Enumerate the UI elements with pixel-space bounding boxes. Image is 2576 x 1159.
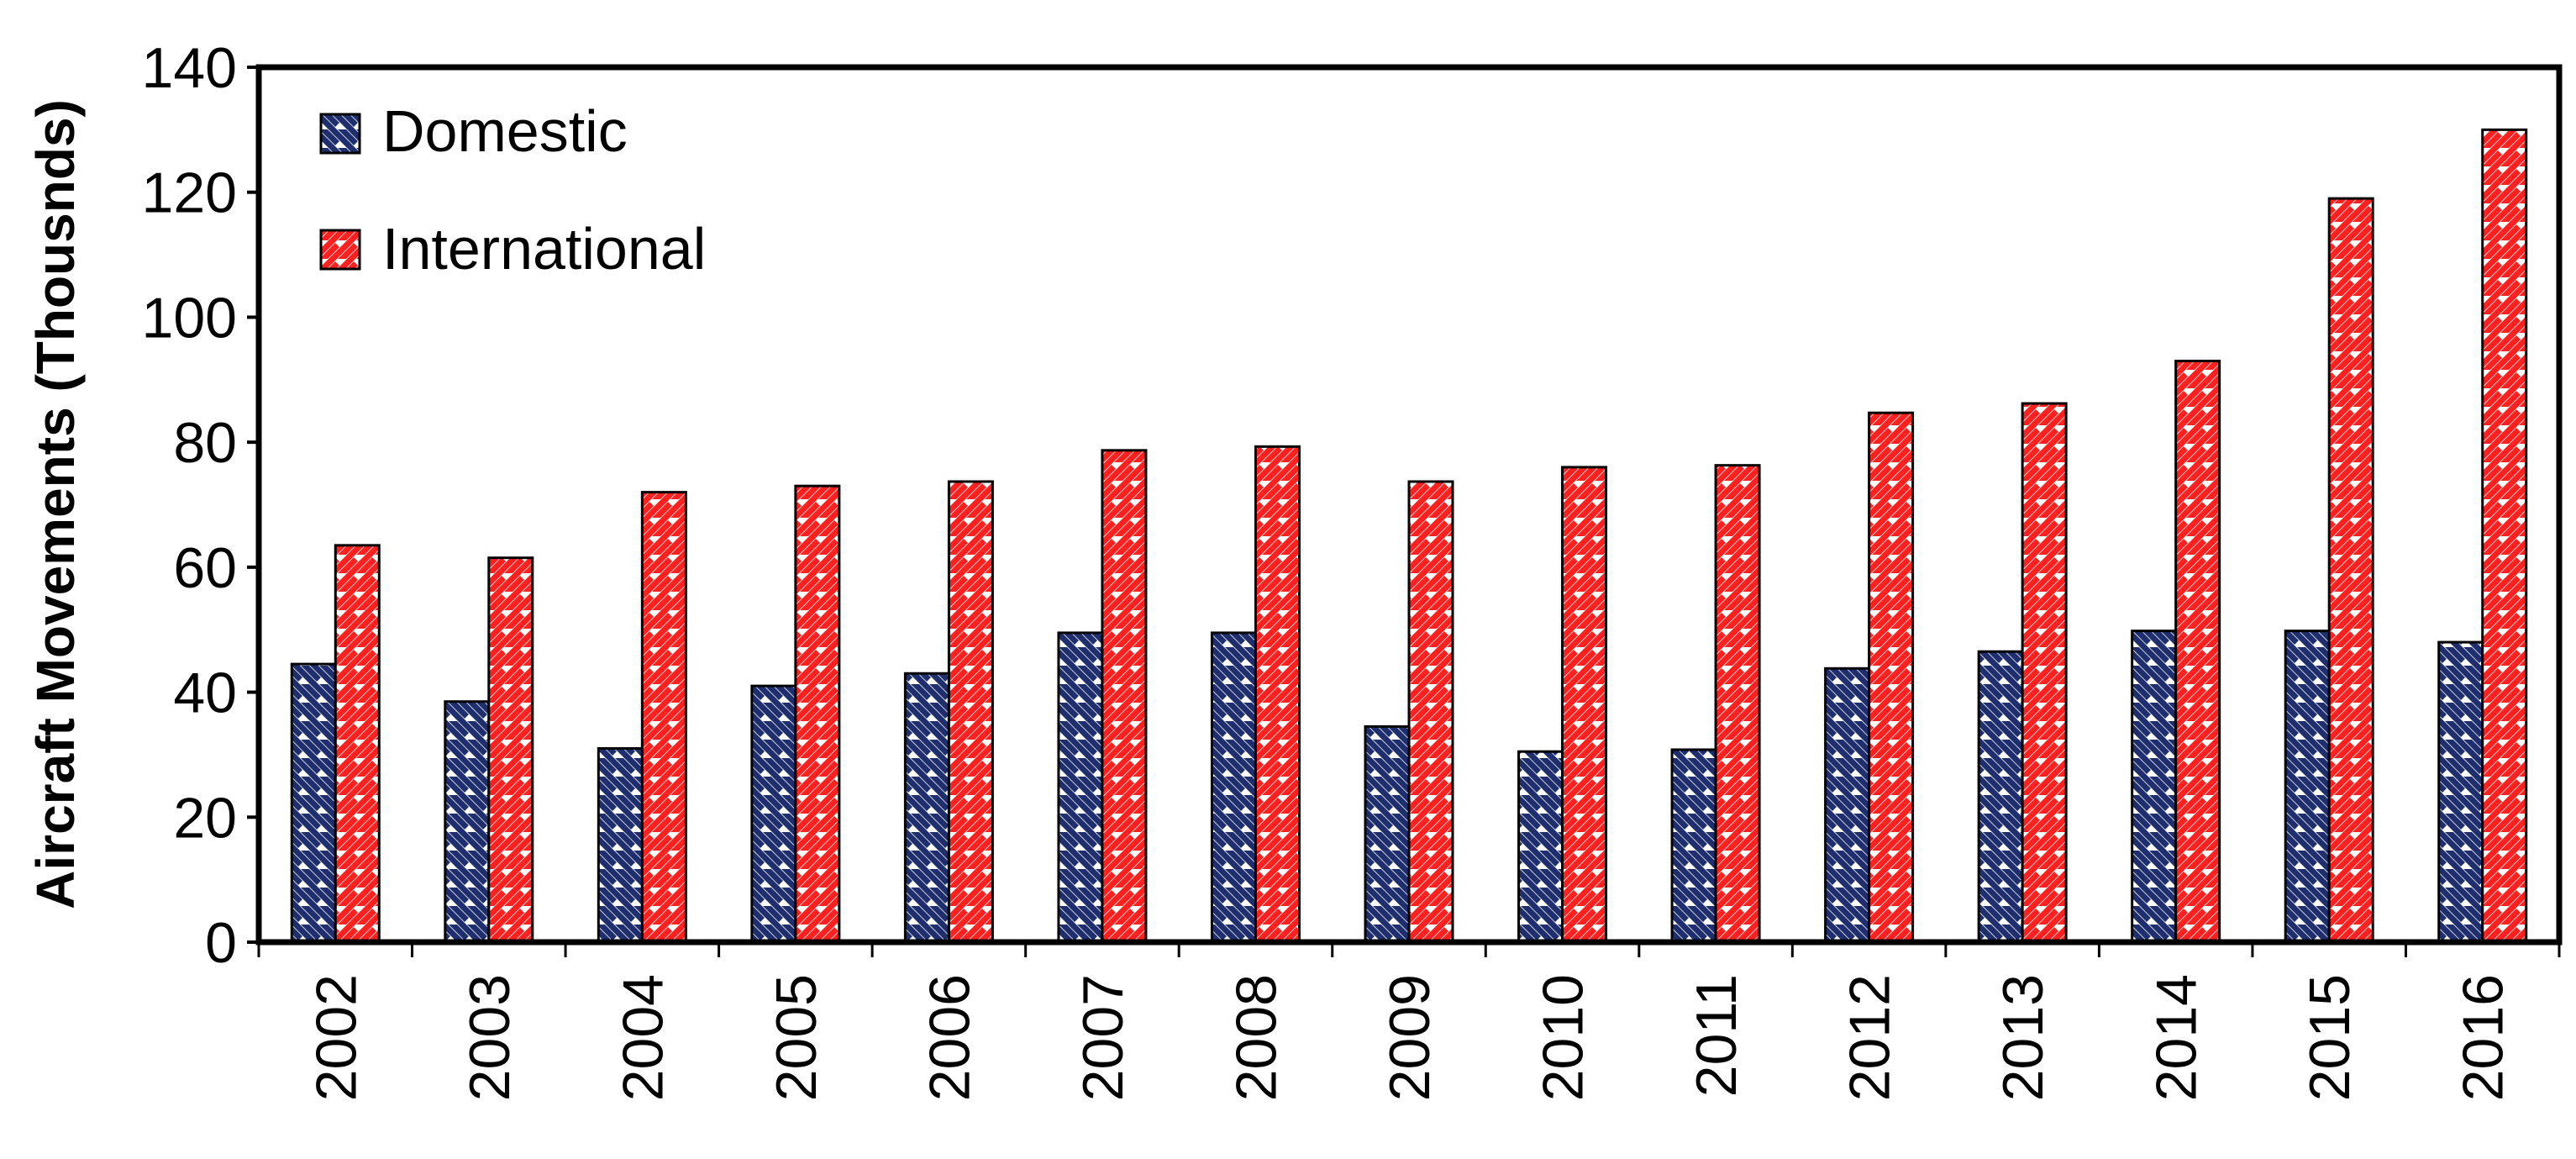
y-tick-label: 0 [205,911,237,975]
bar-international-2015 [2327,197,2374,944]
y-tick-label: 140 [142,36,237,100]
y-tick-label: 80 [173,411,237,475]
y-tick-label: 100 [142,286,237,350]
y-axis-title: Aircraft Movements (Thousnds) [25,99,86,909]
y-tick-label: 40 [173,661,237,725]
x-tick-label: 2012 [1838,974,1902,1101]
bar-international-2014 [2174,359,2221,944]
bar-international-2004 [640,491,687,944]
bar-international-2012 [1868,411,1915,944]
legend-label-domestic: Domestic [382,98,628,164]
bar-domestic-2016 [2437,640,2484,944]
bar-international-2007 [1101,449,1148,944]
bar-domestic-2007 [1057,631,1104,944]
bar-international-2010 [1561,466,1608,944]
bar-domestic-2003 [444,700,491,944]
y-tick-label: 120 [142,161,237,225]
x-tick-label: 2005 [765,974,828,1101]
bar-domestic-2004 [597,746,644,944]
x-tick-label: 2004 [611,974,675,1101]
legend-swatch-domestic [319,113,361,155]
plot-area-frame [255,64,2563,946]
bar-domestic-2011 [1670,748,1717,944]
x-tick-label: 2003 [458,974,522,1101]
x-tick-label: 2015 [2298,974,2362,1101]
x-tick-label: 2016 [2452,974,2516,1101]
bar-domestic-2010 [1517,750,1564,944]
x-tick-label: 2013 [1991,974,2055,1101]
legend-label-international: International [382,216,706,282]
x-tick-label: 2008 [1224,974,1288,1101]
y-tick-label: 60 [173,536,237,600]
bar-international-2011 [1714,464,1761,944]
x-tick-label: 2014 [2145,974,2209,1101]
axis-layer: 0 20 40 60 80 100 120 140 2002 2003 2004 2005 2006 20… [142,36,2561,1101]
bar-international-2006 [947,480,994,944]
bar-domestic-2014 [2131,630,2178,944]
bar-international-2003 [487,556,534,944]
x-tick-label: 2009 [1378,974,1442,1101]
bar-international-2008 [1254,445,1301,944]
bars-layer [290,128,2528,944]
legend: Domestic International [319,98,706,282]
y-tick-label: 20 [173,786,237,850]
x-tick-label: 2007 [1071,974,1135,1101]
bar-international-2005 [794,484,841,944]
bar-domestic-2005 [750,684,797,944]
bar-domestic-2013 [1977,650,2024,944]
bar-international-2016 [2481,128,2528,944]
x-tick-label: 2011 [1685,974,1748,1097]
x-tick-label: 2010 [1532,974,1596,1101]
x-tick-label: 2006 [917,974,981,1101]
bar-international-2009 [1407,480,1454,944]
bar-domestic-2002 [290,662,337,944]
bar-domestic-2009 [1364,724,1411,944]
bar-domestic-2006 [903,672,950,944]
bar-domestic-2015 [2284,630,2331,944]
x-tick-label: 2002 [304,974,368,1101]
bar-domestic-2008 [1210,631,1257,944]
bar-international-2002 [334,544,381,944]
legend-swatch-international [319,229,361,271]
bar-international-2013 [2021,402,2068,944]
bar-domestic-2012 [1824,666,1871,944]
